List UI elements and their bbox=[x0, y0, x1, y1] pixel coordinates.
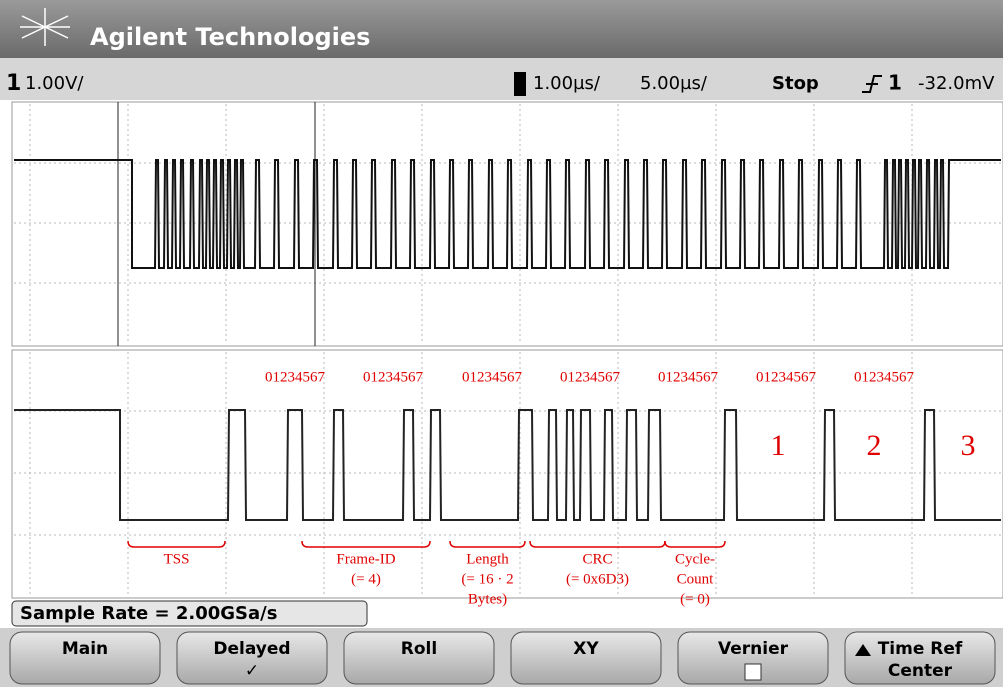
byte-label: 01234567 bbox=[462, 369, 523, 385]
trigger-source: 1 bbox=[888, 71, 902, 95]
segment-label: Length bbox=[466, 551, 509, 567]
softkey-label: Time Ref bbox=[878, 639, 963, 659]
checkbox bbox=[745, 664, 761, 680]
segment-label: TSS bbox=[164, 551, 190, 567]
segment-label: (= 0x6D3) bbox=[566, 571, 629, 587]
segment-label: (= 16 · 2 bbox=[461, 571, 513, 587]
segment-label: Bytes) bbox=[468, 591, 507, 607]
run-state: Stop bbox=[772, 73, 819, 94]
channel: 1 bbox=[6, 71, 21, 96]
segment-label: CRC bbox=[582, 551, 612, 567]
segment-label: Frame-ID bbox=[336, 551, 395, 567]
softkey-label: ✓ bbox=[245, 661, 259, 681]
status-bar bbox=[0, 58, 1003, 100]
sample-rate: Sample Rate = 2.00GSa/s bbox=[20, 603, 277, 624]
softkey-label: Center bbox=[888, 661, 953, 681]
oscilloscope-screen: Agilent Technologies 1 1.00V/ 1.00µs/ 5.… bbox=[0, 0, 1003, 687]
main-timebase: 1.00µs/ bbox=[533, 73, 601, 94]
segment-label: (= 4) bbox=[351, 571, 381, 587]
segment-label: Count bbox=[677, 571, 715, 587]
delayed-timebase: 5.00µs/ bbox=[640, 73, 708, 94]
byte-label: 01234567 bbox=[658, 369, 719, 385]
segment-label: Cycle- bbox=[675, 551, 715, 567]
softkey-label: XY bbox=[573, 639, 599, 659]
softkey-label: Roll bbox=[401, 639, 437, 659]
byte-label: 01234567 bbox=[363, 369, 424, 385]
timebase-icon bbox=[514, 72, 526, 96]
byte-count: 2 bbox=[867, 429, 882, 462]
byte-label: 01234567 bbox=[854, 369, 915, 385]
byte-label: 01234567 bbox=[756, 369, 817, 385]
volts-per-div: 1.00V/ bbox=[25, 73, 84, 94]
softkey-label: Vernier bbox=[718, 639, 789, 659]
byte-label: 01234567 bbox=[560, 369, 621, 385]
byte-label: 01234567 bbox=[265, 369, 326, 385]
segment-label: (= 0) bbox=[680, 591, 710, 607]
byte-count: 1 bbox=[771, 429, 786, 462]
byte-count: 3 bbox=[961, 429, 976, 462]
brand: Agilent Technologies bbox=[90, 23, 370, 51]
softkey-label: Delayed bbox=[213, 639, 290, 659]
softkey-label: Main bbox=[62, 639, 108, 659]
trigger-level: -32.0mV bbox=[918, 73, 995, 94]
